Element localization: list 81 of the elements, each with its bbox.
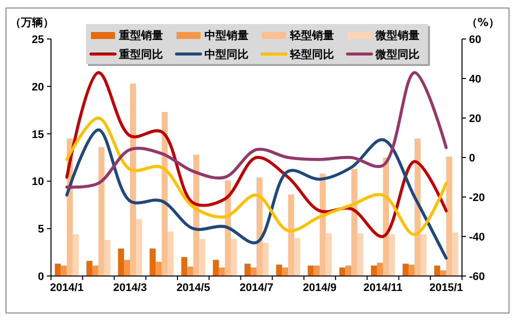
- y2-tick-label: -60: [469, 271, 485, 283]
- bar: [181, 257, 188, 276]
- bar: [218, 267, 225, 276]
- x-tick-label: 2014/9: [302, 282, 337, 294]
- y2-tick-label: 60: [469, 34, 482, 46]
- bar: [130, 84, 136, 276]
- bar: [118, 248, 124, 276]
- bar: [136, 219, 142, 276]
- x-tick-label: 2015/1: [429, 282, 464, 294]
- bar: [308, 266, 314, 276]
- y2-tick-label: 20: [469, 113, 482, 125]
- bar: [370, 266, 377, 276]
- bar: [276, 264, 282, 276]
- y2-axis-title: （%）: [466, 16, 500, 29]
- bar: [345, 266, 352, 276]
- legend-label: 轻型销量: [289, 29, 334, 42]
- bar: [104, 240, 110, 276]
- x-tick-label: 2014/11: [363, 282, 403, 294]
- bar: [92, 266, 98, 276]
- bar: [388, 234, 395, 276]
- bar: [408, 264, 415, 276]
- bar: [452, 232, 458, 276]
- y2-tick-label: 0: [469, 152, 476, 164]
- y-tick-label: 0: [38, 271, 44, 283]
- line-series: [65, 116, 448, 236]
- bar: [351, 168, 358, 276]
- y-axis-title: （万辆）: [10, 16, 54, 29]
- x-tick-label: 2014/1: [50, 282, 84, 294]
- bar: [244, 264, 250, 276]
- bar: [230, 239, 237, 276]
- bar: [54, 264, 61, 276]
- bar: [357, 233, 364, 276]
- bar: [414, 138, 421, 276]
- bar: [72, 234, 79, 276]
- bar: [446, 156, 452, 276]
- line-series: [65, 71, 448, 189]
- bar: [256, 177, 262, 276]
- bar: [320, 174, 326, 276]
- bar: [168, 231, 174, 276]
- bar: [212, 260, 219, 276]
- bar: [199, 239, 206, 276]
- y-tick-label: 15: [32, 128, 44, 141]
- y-tick-label: 20: [32, 81, 44, 94]
- bar: [60, 266, 67, 276]
- bar: [339, 267, 346, 276]
- legend-label: 中型同比: [204, 48, 248, 61]
- legend-label: 中型销量: [204, 29, 248, 42]
- bar: [282, 267, 288, 276]
- bar: [326, 233, 332, 276]
- bar: [434, 266, 440, 276]
- legend-label: 重型同比: [118, 48, 163, 61]
- legend-label: 轻型同比: [289, 48, 334, 61]
- y-tick-label: 10: [32, 176, 44, 188]
- legend-label: 微型销量: [374, 29, 420, 42]
- legend-label: 微型同比: [374, 48, 420, 61]
- legend-label: 重型销量: [118, 29, 163, 42]
- bar: [162, 112, 168, 276]
- bar: [288, 194, 294, 276]
- bar: [187, 266, 194, 276]
- x-tick-label: 2014/5: [176, 282, 210, 294]
- bar: [402, 264, 409, 276]
- bar: [262, 242, 268, 276]
- bar: [420, 234, 427, 276]
- bar: [294, 238, 300, 276]
- line-series: [65, 128, 448, 260]
- y2-tick-label: -20: [469, 192, 485, 204]
- y-tick-label: 5: [38, 224, 44, 236]
- y2-tick-label: -40: [469, 232, 485, 244]
- bar: [156, 262, 162, 276]
- bar: [150, 248, 156, 276]
- y2-tick-label: 40: [469, 74, 482, 86]
- bar: [250, 267, 256, 276]
- bar: [124, 260, 130, 276]
- line-series: [65, 71, 448, 238]
- bar: [376, 262, 383, 276]
- bar: [314, 266, 320, 276]
- bar: [98, 147, 104, 276]
- bar: [86, 260, 92, 276]
- x-tick-label: 2014/7: [240, 282, 274, 294]
- x-tick-label: 2014/3: [113, 282, 147, 294]
- y-tick-label: 25: [32, 34, 44, 46]
